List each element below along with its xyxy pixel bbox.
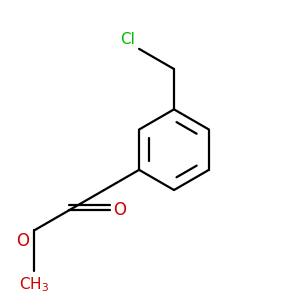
Text: CH$_3$: CH$_3$ (19, 275, 50, 294)
Text: Cl: Cl (120, 32, 135, 47)
Text: O: O (113, 201, 126, 219)
Text: O: O (16, 232, 29, 250)
